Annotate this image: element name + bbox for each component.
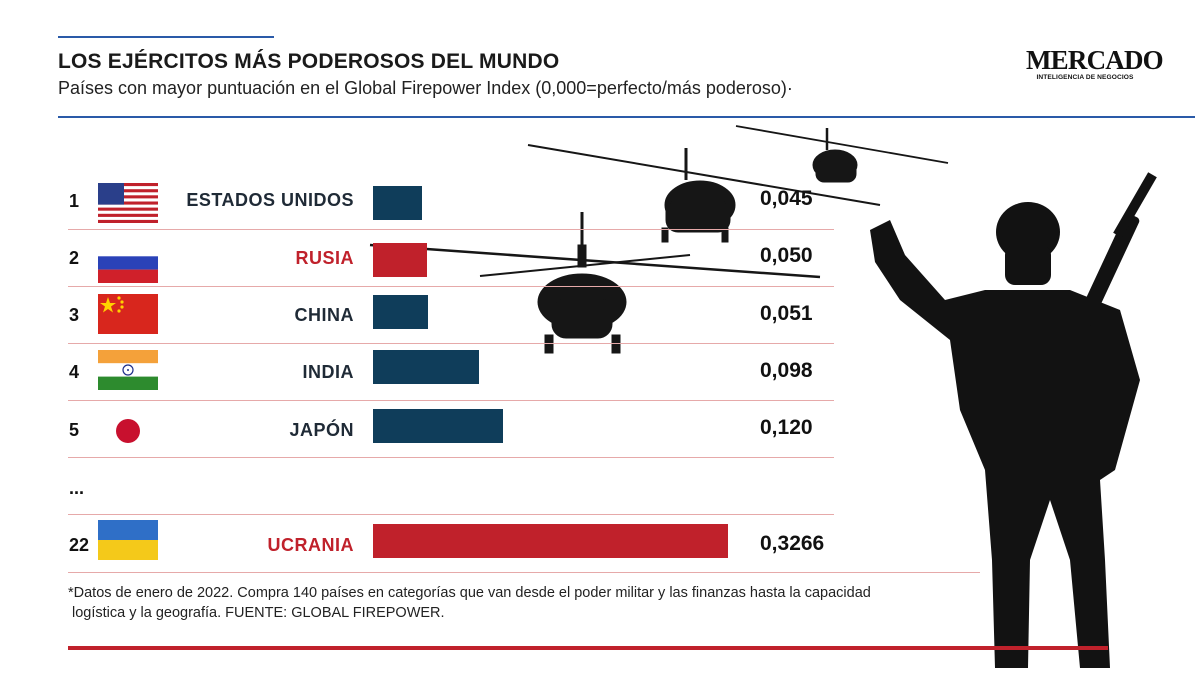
footnote: *Datos de enero de 2022. Compra 140 país…: [68, 583, 948, 623]
japan-flag-icon: [98, 411, 158, 451]
rank-label: 5: [69, 420, 80, 440]
bottom-accent-rule: [68, 646, 1108, 650]
mercado-logo: MERCADO INTELIGENCIA DE NEGOCIOS: [1026, 45, 1164, 82]
rank-label: 3: [69, 305, 80, 325]
value-label: 0,120: [760, 416, 813, 439]
page-subtitle: Países con mayor puntuación en el Global…: [58, 78, 793, 98]
value-label: 0,051: [760, 302, 813, 325]
value-label: 0,3266: [760, 532, 825, 555]
usa-flag-icon: [98, 183, 158, 223]
value-label: 0,050: [760, 244, 813, 267]
bar-ucrania: [373, 524, 728, 558]
russia-flag-icon: [98, 243, 158, 283]
country-label: CHINA: [294, 305, 354, 325]
bar-china: [373, 295, 429, 329]
country-label: INDIA: [302, 362, 354, 382]
page-title: LOS EJÉRCITOS MÁS PODEROSOS DEL MUNDO: [58, 50, 560, 73]
value-label: 0,045: [760, 187, 813, 210]
india-flag-icon: [98, 350, 158, 390]
row-divider: [68, 400, 834, 401]
rank-label: 2: [69, 248, 80, 268]
row-divider: [68, 457, 834, 458]
bar-estados-unidos: [373, 186, 422, 220]
row-divider: [68, 572, 980, 573]
bar-japon: [373, 409, 504, 443]
value-label: 0,098: [760, 359, 813, 382]
footnote-line-1: *Datos de enero de 2022. Compra 140 país…: [68, 585, 871, 601]
row-divider: [68, 229, 834, 230]
country-label: ESTADOS UNIDOS: [186, 190, 354, 210]
bar-india: [373, 350, 480, 384]
ellipsis-label: ...: [69, 478, 85, 498]
rank-label: 4: [69, 362, 80, 382]
country-label: JAPÓN: [289, 420, 354, 440]
top-accent-rule: [58, 36, 274, 38]
row-divider: [68, 514, 834, 515]
country-label: RUSIA: [295, 248, 354, 268]
rank-label: 22: [69, 535, 90, 555]
row-divider: [68, 286, 834, 287]
rank-label: 1: [69, 191, 80, 211]
footnote-line-2: logística y la geografía. FUENTE: GLOBAL…: [72, 605, 445, 621]
row-divider: [68, 343, 834, 344]
logo-tagline: INTELIGENCIA DE NEGOCIOS: [1036, 74, 1134, 81]
logo-wordmark: MERCADO: [1026, 45, 1164, 75]
header-divider: [58, 116, 1195, 118]
bar-rusia: [373, 243, 428, 277]
country-label: UCRANIA: [267, 535, 354, 555]
ukraine-flag-icon: [98, 520, 158, 560]
china-flag-icon: [98, 294, 158, 334]
